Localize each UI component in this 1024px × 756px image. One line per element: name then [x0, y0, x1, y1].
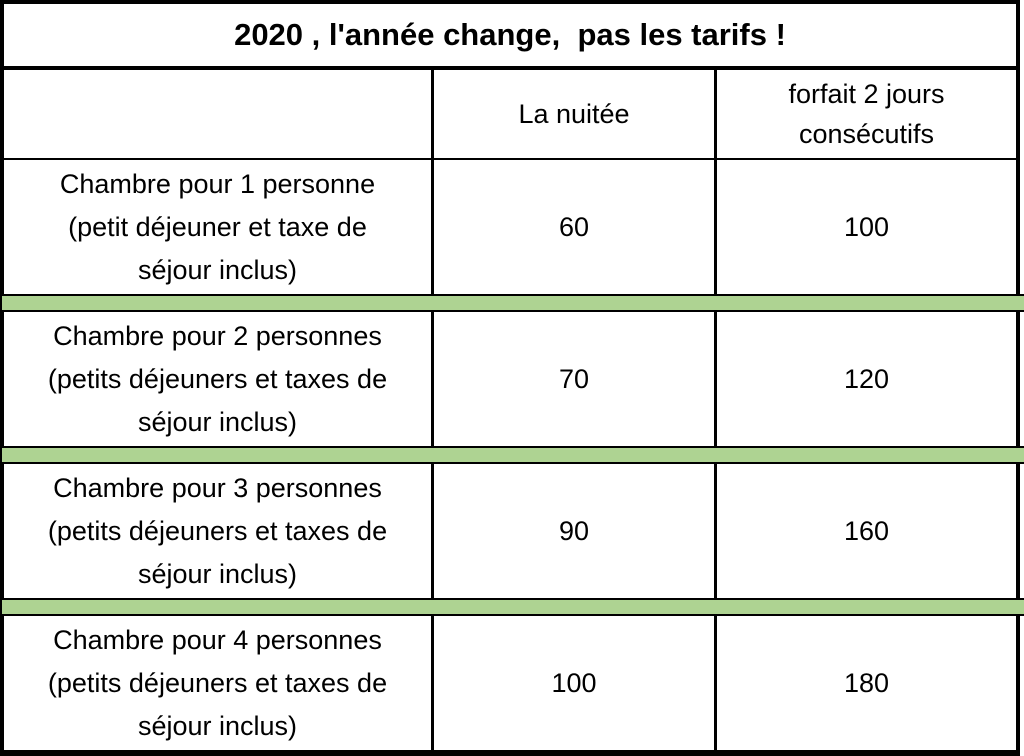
room-label-line: (petits déjeuners et taxes de [47, 515, 388, 546]
table-row-chambre-2-personnes: Chambre pour 2 personnes (petits déjeune… [4, 312, 1016, 446]
room-label-line: Chambre pour 4 personnes [53, 624, 382, 655]
forfait-price: 120 [714, 312, 1016, 446]
header-nuitee-cell: La nuitée [431, 70, 714, 158]
green-separator-row [2, 446, 1024, 464]
header-forfait-label: forfait 2 jours consécutifs [788, 79, 945, 149]
room-label: Chambre pour 1 personne (petit déjeuner … [4, 160, 431, 294]
nuitee-price: 90 [431, 464, 714, 598]
table-row-chambre-4-personnes: Chambre pour 4 personnes (petits déjeune… [4, 616, 1016, 750]
room-label: Chambre pour 2 personnes (petits déjeune… [4, 312, 431, 446]
nuitee-price: 60 [431, 160, 714, 294]
table-row-chambre-1-personne: Chambre pour 1 personne (petit déjeuner … [4, 160, 1016, 294]
room-label-line: séjour inclus) [137, 558, 298, 589]
forfait-price: 100 [714, 160, 1016, 294]
room-label: Chambre pour 4 personnes (petits déjeune… [4, 616, 431, 750]
room-label-line: séjour inclus) [137, 406, 298, 437]
header-nuitee-label: La nuitée [518, 99, 630, 129]
room-label-line: Chambre pour 3 personnes [53, 472, 382, 503]
room-label-line: (petit déjeuner et taxe de [68, 211, 367, 242]
table-title: 2020 , l'année change, pas les tarifs ! [4, 4, 1016, 70]
header-row: La nuitée forfait 2 jours consécutifs [4, 70, 1016, 160]
header-empty-cell [4, 70, 431, 158]
forfait-price: 180 [714, 616, 1016, 750]
nuitee-price: 70 [431, 312, 714, 446]
table-row-chambre-3-personnes: Chambre pour 3 personnes (petits déjeune… [4, 464, 1016, 598]
room-label-line: Chambre pour 1 personne [59, 168, 376, 199]
forfait-price: 160 [714, 464, 1016, 598]
room-label-line: séjour inclus) [137, 254, 298, 285]
room-label: Chambre pour 3 personnes (petits déjeune… [4, 464, 431, 598]
green-separator-row [2, 294, 1024, 312]
green-separator-row [2, 598, 1024, 616]
room-label-line: Chambre pour 2 personnes [53, 320, 382, 351]
nuitee-price: 100 [431, 616, 714, 750]
room-label-line: séjour inclus) [137, 710, 298, 741]
room-label-line: (petits déjeuners et taxes de [47, 667, 388, 698]
room-label-line: (petits déjeuners et taxes de [47, 363, 388, 394]
header-forfait-cell: forfait 2 jours consécutifs [714, 70, 1016, 158]
